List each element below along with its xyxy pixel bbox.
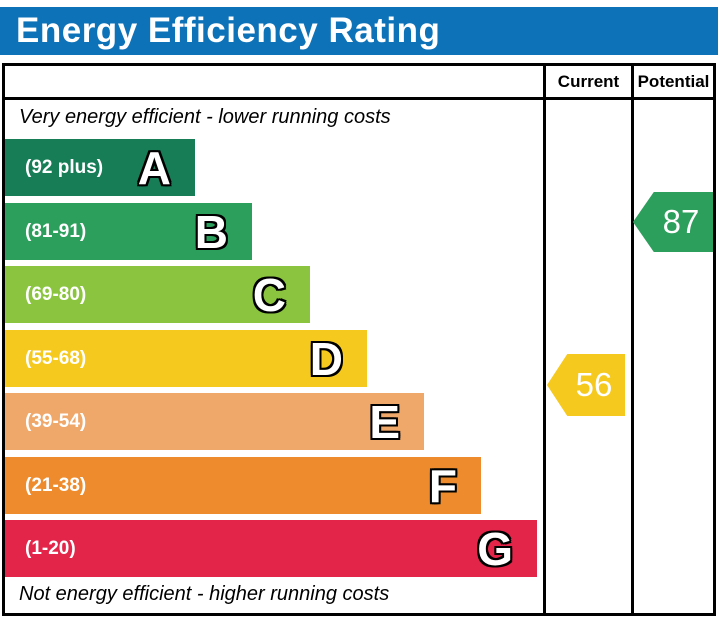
band-row-g: (1-20) G (5, 520, 537, 577)
band-range-label: (81-91) (25, 220, 87, 242)
current-rating-value: 56 (575, 366, 613, 403)
page-title: Energy Efficiency Rating (16, 11, 441, 50)
band-letter: B (194, 205, 228, 258)
band-letter: C (252, 268, 286, 321)
top-note: Very energy efficient - lower running co… (19, 106, 391, 128)
band-range-label: (69-80) (25, 283, 87, 305)
header-row-divider (5, 97, 713, 100)
band-row-f: (21-38) F (5, 457, 481, 514)
band-row-d: (55-68) D (5, 330, 367, 387)
page-header: Energy Efficiency Rating (0, 7, 718, 55)
band-letter: A (137, 141, 171, 194)
band-letter: F (428, 459, 457, 512)
band-row-a: (92 plus) A (5, 139, 195, 196)
epc-chart-frame: Current Potential Very energy efficient … (2, 63, 716, 616)
band-range-label: (21-38) (25, 474, 87, 496)
potential-column-divider (631, 66, 634, 613)
current-column-header: Current (557, 71, 620, 91)
band-range-label: (55-68) (25, 347, 87, 369)
band-row-e: (39-54) E (5, 393, 424, 450)
band-range-label: (1-20) (25, 537, 76, 559)
band-row-c: (69-80) C (5, 266, 310, 323)
potential-rating-value: 87 (662, 203, 700, 240)
current-rating-arrow: 56 (547, 354, 625, 416)
band-row-b: (81-91) B (5, 203, 252, 260)
band-range-label: (39-54) (25, 410, 87, 432)
potential-rating-arrow: 87 (633, 192, 713, 252)
band-letter: D (309, 332, 343, 385)
band-range-label: (92 plus) (25, 156, 104, 178)
band-letter: G (477, 522, 513, 575)
current-column-divider (543, 66, 546, 613)
potential-column-header: Potential (637, 71, 710, 91)
band-letter: E (369, 395, 400, 448)
bottom-note: Not energy efficient - higher running co… (19, 583, 390, 605)
